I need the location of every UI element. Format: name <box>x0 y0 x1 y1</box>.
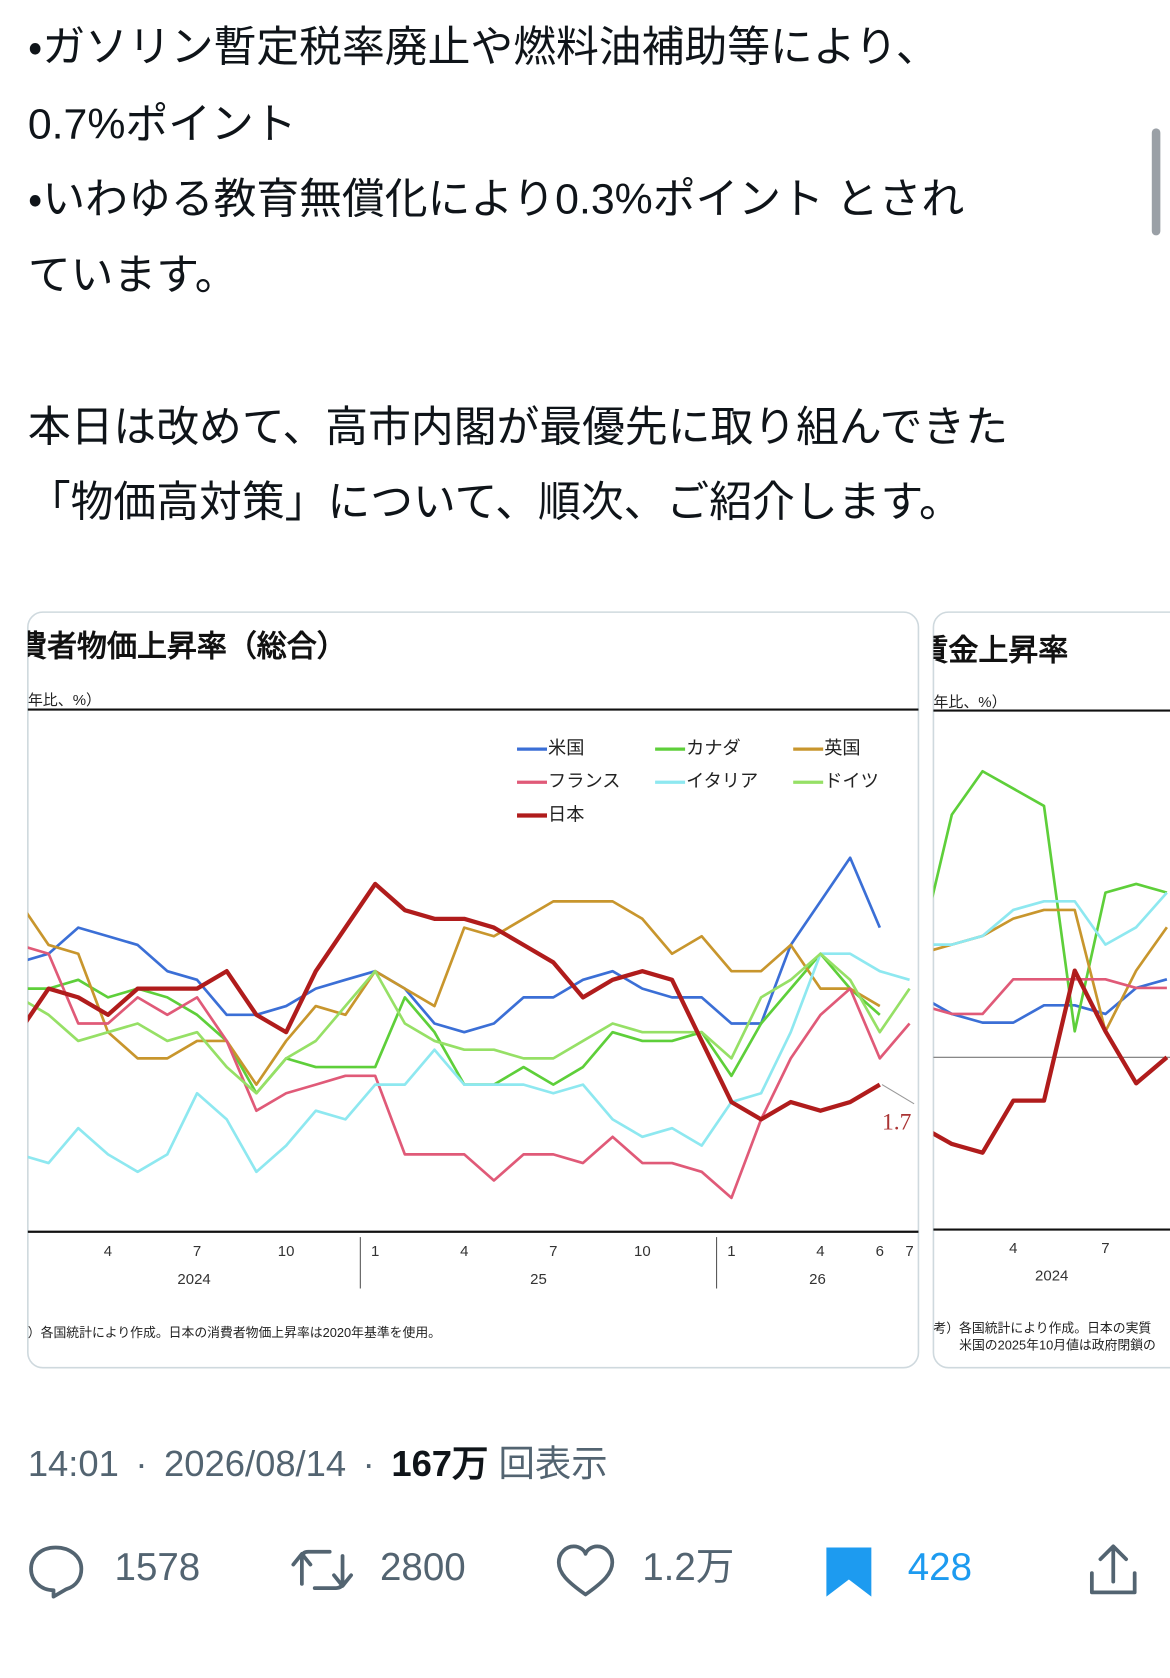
legend-label: 米国 <box>548 738 584 758</box>
x-tick-label: 10 <box>634 1243 651 1260</box>
x-tick-label: 4 <box>460 1243 468 1260</box>
share-icon <box>1089 1544 1137 1595</box>
chart-note: （備考）各国統計により作成。日本の消費者物価上昇率は2020年基準を使用。 <box>0 1325 441 1340</box>
series-line <box>27 952 881 1095</box>
x-tick-label: 4 <box>816 1243 824 1260</box>
series-line <box>27 900 881 1086</box>
series-line <box>933 769 1168 1033</box>
post-time: 14:01 <box>28 1443 119 1484</box>
retweet-icon <box>291 1549 353 1590</box>
x-group-label: 2024 <box>177 1271 210 1288</box>
legend-label: フランス <box>548 771 620 791</box>
x-tick-label: 4 <box>104 1243 112 1260</box>
legend-label: イタリア <box>686 771 758 791</box>
reply-count: 1578 <box>115 1546 201 1589</box>
chart: 消費者物価上昇率（総合） （前年比、%） （備考）各国統計により作成。日本の消費者物… <box>0 629 919 1340</box>
separator: · <box>135 1443 147 1484</box>
legend-label: 英国 <box>824 738 860 758</box>
tweet-line: ています。 <box>28 252 238 300</box>
bookmark-count: 428 <box>908 1546 972 1589</box>
series-line <box>933 977 1167 1016</box>
legend-label: 日本 <box>548 804 584 824</box>
tweet-line: 0.7%ポイント <box>28 101 297 149</box>
view-label: 回表示 <box>499 1443 608 1484</box>
retweet-count: 2800 <box>380 1546 466 1589</box>
chart-note: 米国の2025年10月値は政府閉鎖の <box>959 1338 1156 1353</box>
reply-icon <box>29 1545 84 1599</box>
tweet-line: ・ガソリン暫定税率廃止や燃料油補助等により、 <box>28 24 939 72</box>
series-line <box>27 881 881 1122</box>
chart-subtitle: （前年比、%） <box>0 692 101 709</box>
x-tick-label: 6 <box>876 1243 884 1260</box>
series-line <box>27 856 882 1034</box>
chart-note: （備考）各国統計により作成。日本の実質 <box>908 1321 1152 1336</box>
x-group-label: 26 <box>809 1271 826 1288</box>
retweet-button[interactable]: 2800 <box>291 1546 466 1590</box>
x-group-label: 25 <box>530 1271 547 1288</box>
tweet-line: 「物価高対策」について、順次、ご紹介します。 <box>28 478 962 526</box>
x-tick-label: 1 <box>727 1243 735 1260</box>
x-tick-label: 7 <box>1101 1240 1109 1257</box>
series-line <box>933 891 1168 946</box>
separator: · <box>363 1443 375 1484</box>
like-icon <box>556 1544 615 1597</box>
x-tick-label: 1 <box>371 1243 379 1260</box>
tweet-text: ・ガソリン暫定税率廃止や燃料油補助等により、 0.7%ポイント・いわゆる教育無償化… <box>28 24 1008 527</box>
share-button[interactable] <box>1089 1544 1137 1595</box>
x-tick-label: 4 <box>1009 1240 1017 1257</box>
media-card[interactable] <box>932 611 1170 1369</box>
post-date: 2026/08/14 <box>164 1443 346 1484</box>
x-tick-label: 10 <box>278 1243 295 1260</box>
chart-title: 賃金上昇率 <box>917 635 1068 668</box>
scrollbar <box>1151 128 1161 236</box>
x-tick-label: 7 <box>193 1243 201 1260</box>
series-line <box>27 952 911 1095</box>
action-bar: 1578 2800 1.2万 428 <box>29 1544 1137 1599</box>
chart-title: 消費者物価上昇率（総合） <box>0 629 347 663</box>
meta-line: 14:01 · 2026/08/14 · 167万 回表示 <box>28 1443 608 1484</box>
like-count: 1.2万 <box>642 1546 734 1589</box>
reply-button[interactable]: 1578 <box>29 1545 201 1599</box>
series-line <box>933 978 1168 1024</box>
tweet-line: ・いわゆる教育無償化により0.3%ポイント とされ <box>28 176 964 224</box>
bookmark-button[interactable]: 428 <box>826 1546 972 1597</box>
x-group-label: 2024 <box>1035 1268 1068 1285</box>
chart-subtitle: （前年比、%） <box>903 694 1006 711</box>
annotation-leader <box>881 1084 915 1105</box>
x-tick-label: 7 <box>549 1243 557 1260</box>
series-line <box>933 968 1169 1155</box>
tweet-line: 本日は改めて、高市内閣が最優先に取り組んできた <box>28 404 1008 452</box>
legend-label: ドイツ <box>824 771 879 791</box>
bookmark-icon <box>826 1547 872 1597</box>
series-line <box>27 952 910 1174</box>
like-button[interactable]: 1.2万 <box>556 1544 735 1597</box>
legend-label: カナダ <box>686 738 741 758</box>
view-count: 167万 <box>391 1443 488 1484</box>
chart: 賃金上昇率 （前年比、%） （備考）各国統計により作成。日本の実質米国の2025年1… <box>903 635 1170 1353</box>
x-tick-label: 7 <box>905 1243 913 1260</box>
annotation: 1.7 <box>882 1110 912 1136</box>
